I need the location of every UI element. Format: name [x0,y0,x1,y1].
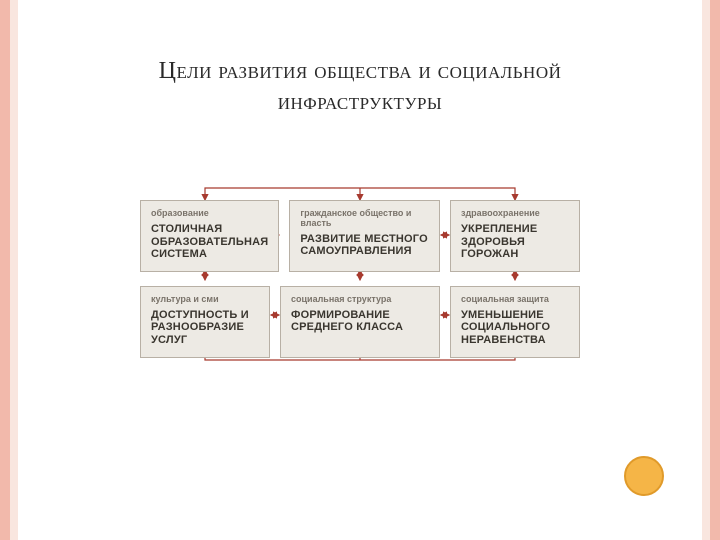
box-culture: культура и сми ДОСТУПНОСТЬ И РАЗНООБРАЗИ… [140,286,270,358]
box-main: УМЕНЬШЕНИЕ СОЦИАЛЬНОГО НЕРАВЕНСТВА [461,309,569,347]
box-health: здравоохранение УКРЕПЛЕНИЕ ЗДОРОВЬЯ ГОРО… [450,200,580,272]
title-line1: Цели развития общества и социальной [0,58,720,85]
box-category: здравоохранение [461,209,569,219]
box-category: гражданское общество и власть [300,209,429,229]
box-social-structure: социальная структура ФОРМИРОВАНИЕ СРЕДНЕ… [280,286,440,358]
box-main: ФОРМИРОВАНИЕ СРЕДНЕГО КЛАССА [291,309,429,334]
box-category: социальная структура [291,295,429,305]
box-civil-society: гражданское общество и власть РАЗВИТИЕ М… [289,200,440,272]
box-social-protection: социальная защита УМЕНЬШЕНИЕ СОЦИАЛЬНОГО… [450,286,580,358]
page-title: Цели развития общества и социальной инфр… [0,58,720,116]
decorative-circle-icon [624,456,664,496]
diagram-row-2: культура и сми ДОСТУПНОСТЬ И РАЗНООБРАЗИ… [140,286,580,358]
diagram-row-1: образование СТОЛИЧНАЯ ОБРАЗОВАТЕЛЬНАЯ СИ… [140,200,580,272]
box-main: ДОСТУПНОСТЬ И РАЗНООБРАЗИЕ УСЛУГ [151,309,259,347]
title-line2: инфраструктуры [0,89,720,116]
box-main: СТОЛИЧНАЯ ОБРАЗОВАТЕЛЬНАЯ СИСТЕМА [151,223,268,261]
box-category: образование [151,209,268,219]
box-category: культура и сми [151,295,259,305]
diagram: образование СТОЛИЧНАЯ ОБРАЗОВАТЕЛЬНАЯ СИ… [140,200,580,372]
box-main: РАЗВИТИЕ МЕСТНОГО САМОУПРАВЛЕНИЯ [300,233,429,258]
box-main: УКРЕПЛЕНИЕ ЗДОРОВЬЯ ГОРОЖАН [461,223,569,261]
box-category: социальная защита [461,295,569,305]
box-education: образование СТОЛИЧНАЯ ОБРАЗОВАТЕЛЬНАЯ СИ… [140,200,279,272]
